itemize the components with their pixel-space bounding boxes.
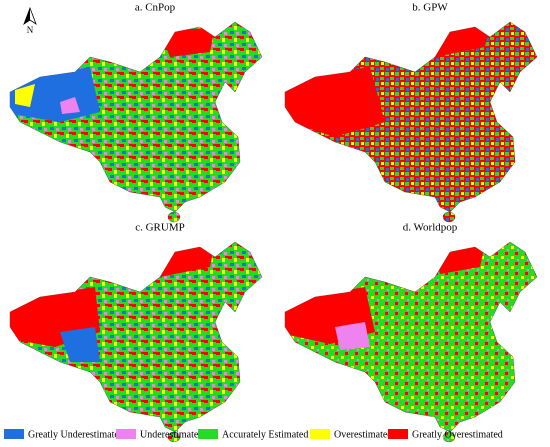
panel-title: c. GRUMP	[135, 222, 185, 234]
legend-swatch	[116, 429, 136, 439]
panel-title: d. Worldpop	[403, 222, 458, 234]
legend-label: Greatly Underestimated	[28, 429, 124, 440]
map-panel	[284, 21, 538, 223]
north-arrow: N	[23, 6, 37, 35]
map-panel	[284, 241, 538, 443]
legend-label: Greatly Overestimated	[412, 429, 503, 440]
legend-swatch	[4, 429, 24, 439]
legend-label: Underestimated	[140, 429, 203, 440]
legend-swatch	[388, 429, 408, 439]
legend: Greatly Underestimated Underestimated Accu…	[4, 429, 503, 440]
panel-title: b. GPW	[412, 2, 448, 14]
legend-label: Overestimated	[334, 429, 392, 440]
legend-swatch	[310, 429, 330, 439]
legend-label: Accurately Estimated	[222, 429, 308, 440]
map-panel	[9, 21, 263, 223]
legend-swatch	[198, 429, 218, 439]
north-label: N	[27, 25, 34, 35]
map-panel	[9, 241, 263, 443]
panel-title: a. CnPop	[135, 2, 176, 14]
